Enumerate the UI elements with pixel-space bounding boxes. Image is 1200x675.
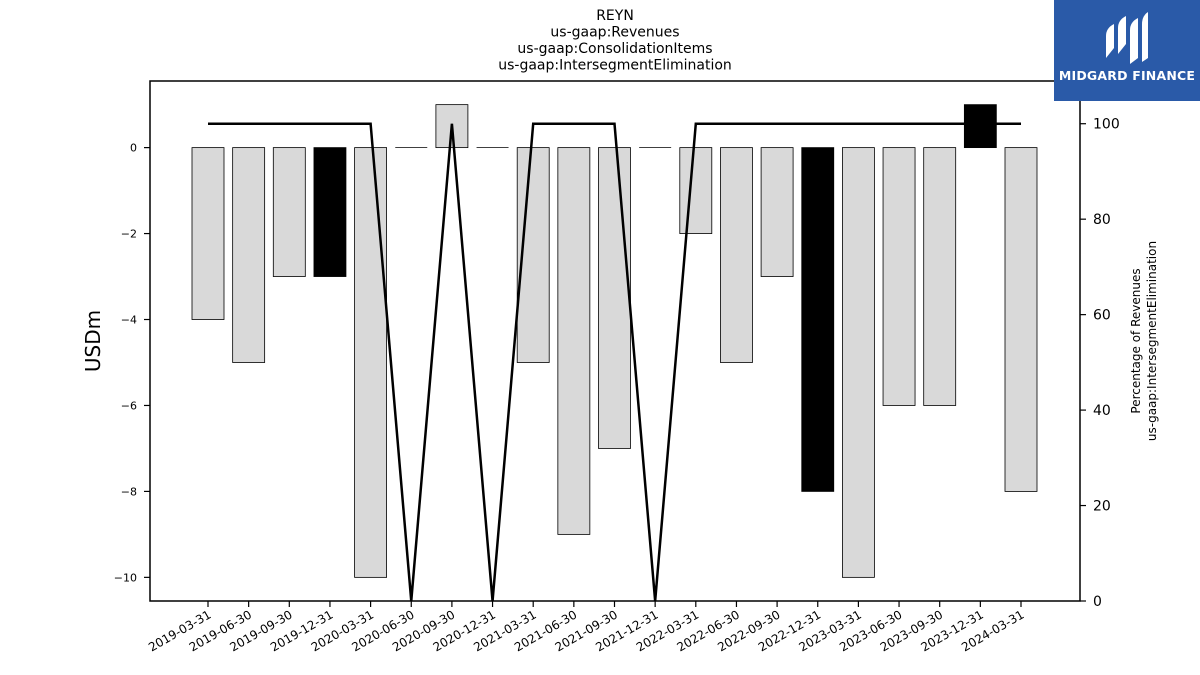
bar-2023-03-31 bbox=[842, 147, 875, 578]
bar-2023-12-31 bbox=[963, 104, 997, 149]
y-tick-label: 0 bbox=[130, 142, 137, 155]
y-right-axis-label-0: Percentage of Revenues bbox=[1129, 268, 1143, 413]
bar-2020-03-31 bbox=[354, 147, 388, 578]
y-right-tick-label: 0 bbox=[1093, 594, 1102, 610]
y-right-axis-label-1: us-gaap:IntersegmentElimination bbox=[1145, 241, 1159, 441]
bar-2021-09-30 bbox=[598, 147, 631, 449]
title-line-0: REYN bbox=[596, 8, 634, 24]
y-axis-label: USDm bbox=[81, 310, 105, 372]
bar-2022-12-31 bbox=[801, 147, 835, 492]
bars bbox=[191, 104, 1038, 578]
y-right-tick-label: 20 bbox=[1093, 499, 1111, 515]
y-tick-label: −10 bbox=[114, 571, 137, 584]
logo-text: MIDGARD FINANCE bbox=[1058, 68, 1196, 83]
bar-2019-09-30 bbox=[272, 147, 306, 277]
y-tick-label: −4 bbox=[121, 314, 137, 327]
y-tick-label: −2 bbox=[121, 228, 137, 241]
percentage-line bbox=[208, 122, 1021, 602]
midgard-finance-logo: MIDGARD FINANCE bbox=[1054, 0, 1200, 101]
bar-2021-06-30 bbox=[557, 147, 591, 535]
title-line-1: us-gaap:Revenues bbox=[550, 25, 679, 41]
title-line-3: us-gaap:IntersegmentElimination bbox=[498, 58, 732, 74]
chart-title: REYNus-gaap:Revenuesus-gaap:Consolidatio… bbox=[498, 8, 732, 74]
bar-2019-03-31 bbox=[191, 147, 225, 320]
bar-2019-12-31 bbox=[313, 147, 347, 277]
percentage-series-line bbox=[208, 122, 1021, 602]
y-right-tick-label: 60 bbox=[1093, 308, 1111, 324]
y-right-tick-label: 100 bbox=[1093, 117, 1120, 133]
bar-2022-03-31 bbox=[679, 147, 713, 234]
y-right-tick-label: 40 bbox=[1093, 403, 1111, 419]
title-line-2: us-gaap:ConsolidationItems bbox=[517, 41, 712, 57]
y-tick-label: −8 bbox=[121, 485, 137, 498]
bar-2023-06-30 bbox=[882, 147, 916, 406]
y-tick-label: −6 bbox=[121, 399, 137, 412]
bar-2024-03-31 bbox=[1004, 147, 1038, 492]
bar-2019-06-30 bbox=[232, 147, 266, 363]
y-right-tick-label: 80 bbox=[1093, 212, 1111, 228]
bar-2023-09-30 bbox=[923, 147, 957, 406]
bar-2022-09-30 bbox=[760, 147, 794, 277]
midgard-logo-icon bbox=[1106, 12, 1148, 64]
bar-2022-06-30 bbox=[720, 147, 753, 363]
